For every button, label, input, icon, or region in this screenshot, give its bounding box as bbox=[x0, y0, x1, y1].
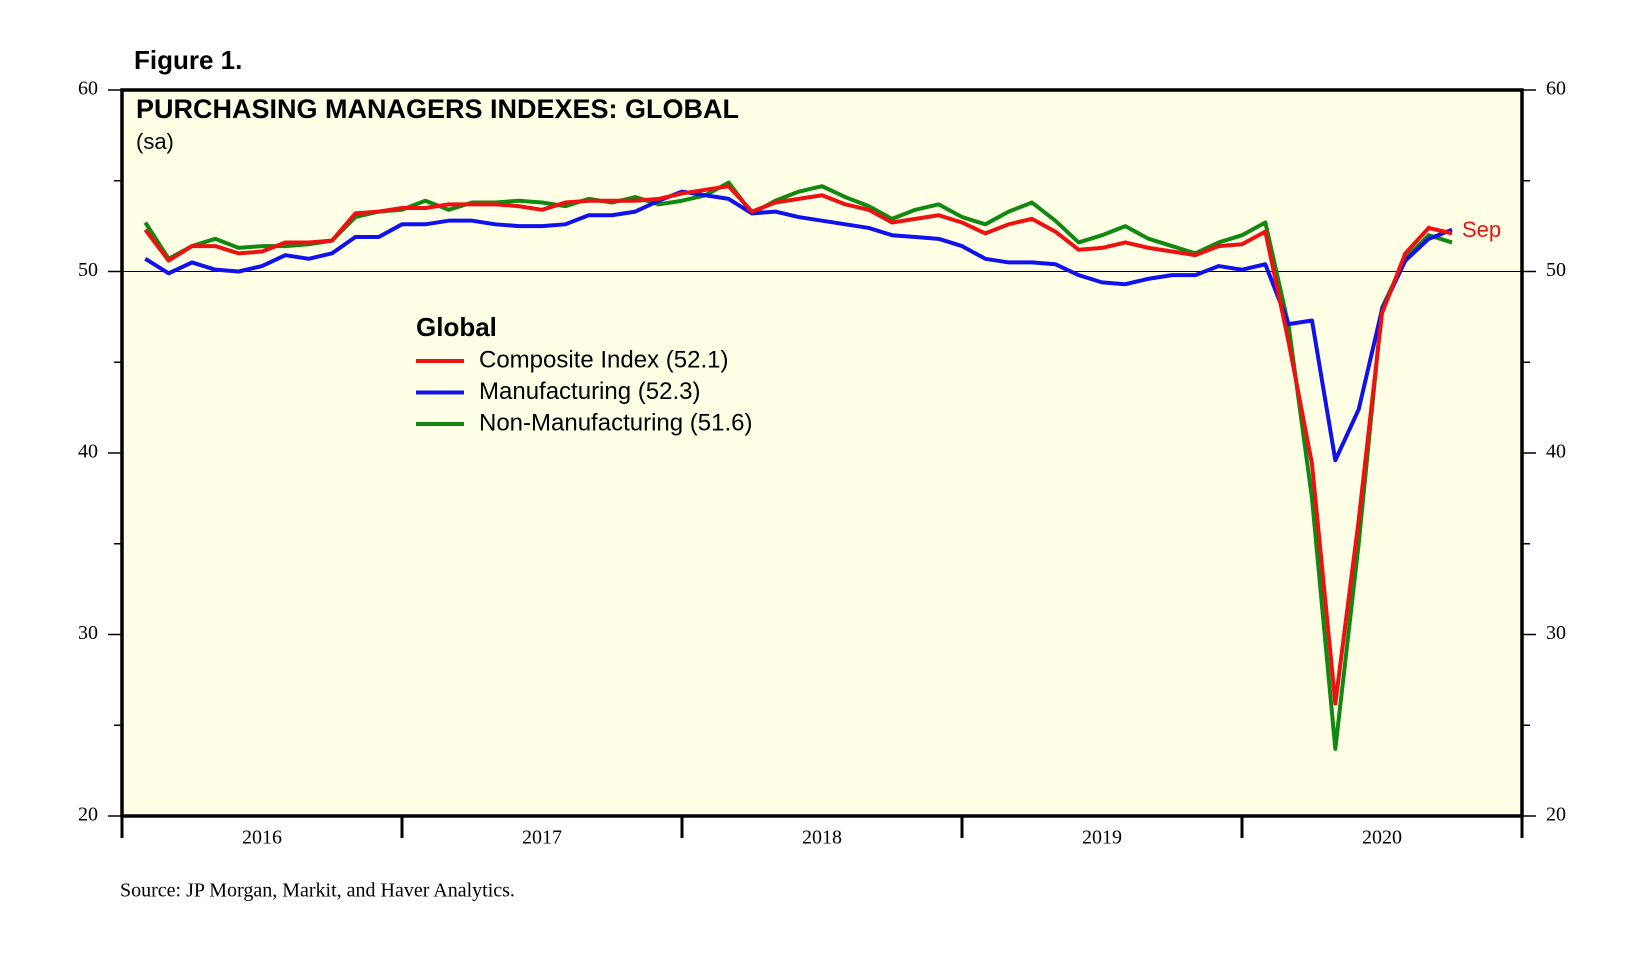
y-tick-label: 40 bbox=[78, 441, 98, 463]
annotation: Sep bbox=[1462, 217, 1501, 242]
y2-tick-label: 20 bbox=[1546, 804, 1566, 826]
x-tick-label: 2016 bbox=[242, 827, 282, 849]
x-tick-label: 2017 bbox=[522, 827, 562, 849]
chart-subtitle: (sa) bbox=[136, 129, 174, 154]
plot-background bbox=[122, 90, 1522, 816]
y-tick-label: 20 bbox=[78, 804, 98, 826]
legend-label: Non-Manufacturing (51.6) bbox=[479, 409, 752, 436]
x-tick-label: 2020 bbox=[1362, 827, 1402, 849]
series-line bbox=[143, 184, 1453, 706]
y-tick-label: 30 bbox=[78, 622, 98, 644]
y2-tick-label: 50 bbox=[1546, 259, 1566, 281]
x-tick-label: 2018 bbox=[802, 827, 842, 849]
series-line bbox=[144, 189, 1453, 463]
legend-label: Manufacturing (52.3) bbox=[479, 378, 700, 405]
y-tick-label: 60 bbox=[78, 78, 98, 100]
source-note: Source: JP Morgan, Markit, and Haver Ana… bbox=[120, 880, 515, 902]
y2-tick-label: 60 bbox=[1546, 78, 1566, 100]
figure-label: Figure 1. bbox=[134, 45, 242, 75]
legend-title: Global bbox=[416, 312, 497, 342]
y2-tick-label: 30 bbox=[1546, 622, 1566, 644]
chart-title: PURCHASING MANAGERS INDEXES: GLOBAL bbox=[136, 94, 739, 124]
x-tick-label: 2019 bbox=[1082, 827, 1122, 849]
plot-frame bbox=[120, 88, 1524, 818]
y2-tick-label: 40 bbox=[1546, 441, 1566, 463]
y-tick-label: 50 bbox=[78, 259, 98, 281]
series-line bbox=[143, 180, 1453, 751]
legend-label: Composite Index (52.1) bbox=[479, 346, 728, 373]
